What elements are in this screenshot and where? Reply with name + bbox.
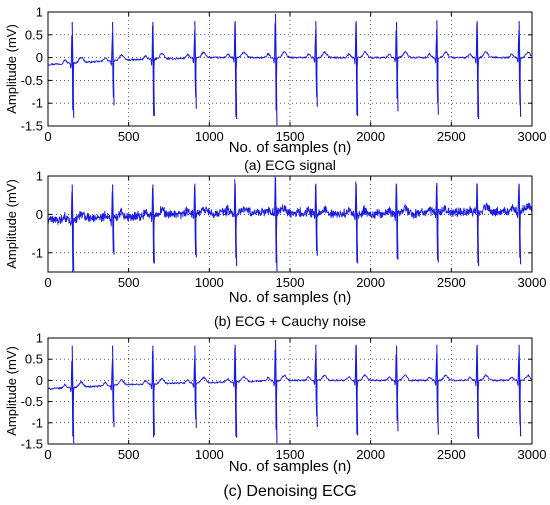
x-tick-label: 1500 (276, 129, 305, 144)
beat-spike-11 (476, 183, 480, 267)
beat-spike-6 (274, 177, 278, 272)
x-tick-label: 0 (44, 129, 51, 144)
x-axis-label: No. of samples (n) (229, 289, 352, 306)
y-tick-label: 0.5 (25, 352, 43, 367)
beat-spike-10 (436, 20, 439, 115)
beat-spike-8 (355, 183, 359, 264)
x-tick-label: 500 (118, 129, 140, 144)
x-tick-label: 1000 (195, 129, 224, 144)
y-axis-label: Amplitude (mV) (4, 346, 19, 436)
y-tick-label: -1 (31, 415, 43, 430)
x-tick-label: 0 (44, 447, 51, 462)
x-tick-label: 2000 (356, 447, 385, 462)
panel-caption: (b) ECG + Cauchy noise (214, 313, 366, 329)
beat-spike-8 (355, 344, 359, 436)
y-tick-label: 1 (36, 169, 43, 184)
beat-spike-2 (111, 184, 115, 255)
x-tick-label: 1000 (195, 275, 224, 290)
chart-panel-1: 0 500 1000 1500 2000 2500 3000 1 0.5 0 -0.5 -1 -1.5 N… (4, 5, 546, 174)
beat-spike-1 (71, 345, 75, 444)
beat-spike-7 (315, 344, 318, 428)
ecg-series-line (47, 22, 533, 118)
y-tick-label: 0 (36, 207, 43, 222)
beat-spike-2 (111, 22, 115, 106)
beat-spike-5 (234, 183, 238, 267)
beat-spike-12 (518, 183, 522, 265)
y-tick-label: -0.5 (21, 394, 43, 409)
beat-spike-9 (395, 345, 399, 432)
x-tick-label: 1000 (195, 447, 224, 462)
beat-spike-1 (71, 22, 75, 118)
beat-spike-5 (234, 344, 238, 438)
x-tick-label: 500 (118, 447, 140, 462)
y-tick-label: 1 (36, 331, 43, 346)
y-axis-label: Amplitude (mV) (4, 179, 19, 269)
panel-caption: (c) Denoising ECG (223, 483, 356, 500)
beat-spike-6 (274, 339, 278, 444)
x-axis-label: No. of samples (n) (229, 458, 352, 475)
y-tick-label: -1.5 (21, 119, 43, 134)
x-tick-label: 0 (44, 275, 51, 290)
beat-spike-3 (152, 345, 155, 436)
x-tick-label: 1500 (276, 447, 305, 462)
ecg-series-line (47, 346, 533, 438)
beat-spike-10 (436, 182, 439, 263)
y-tick-label: 0.5 (25, 27, 43, 42)
y-axis-label: Amplitude (mV) (4, 24, 19, 114)
beat-spike-6 (274, 13, 278, 126)
beat-spike-2 (111, 345, 115, 428)
beat-spike-10 (436, 344, 439, 435)
panel-caption: (a) ECG signal (244, 157, 336, 173)
x-axis-label: No. of samples (n) (229, 139, 352, 156)
beat-spike-4 (194, 345, 197, 428)
y-tick-label: -1 (31, 245, 43, 260)
y-tick-label: 1 (36, 5, 43, 20)
beat-spike-4 (194, 183, 197, 258)
ecg-series-line (47, 176, 533, 273)
beat-spike-7 (315, 183, 318, 256)
y-tick-label: -1.5 (21, 437, 43, 452)
beat-spike-8 (355, 21, 359, 116)
beat-spike-9 (395, 184, 399, 260)
x-tick-label: 3000 (518, 447, 547, 462)
beat-spike-9 (395, 22, 399, 112)
y-tick-label: -1 (31, 96, 43, 111)
beat-spike-12 (518, 21, 522, 117)
x-tick-label: 3000 (518, 275, 547, 290)
beat-spike-12 (518, 344, 522, 437)
beat-spike-11 (476, 344, 480, 439)
chart-panel-3: 0 500 1000 1500 2000 2500 3000 1 0.5 0 -0.5 -1 -1.5 N… (4, 331, 546, 501)
x-tick-label: 2500 (437, 447, 466, 462)
y-tick-label: 0 (36, 373, 43, 388)
y-tick-label: 0 (36, 50, 43, 65)
x-tick-label: 2500 (437, 129, 466, 144)
x-tick-label: 1500 (276, 275, 305, 290)
beat-spike-1 (71, 184, 75, 272)
x-tick-label: 2000 (356, 275, 385, 290)
beat-spike-5 (234, 21, 238, 120)
beat-spike-4 (194, 21, 197, 109)
beat-spike-3 (152, 184, 155, 264)
x-tick-label: 2500 (437, 275, 466, 290)
beat-spike-7 (315, 21, 318, 107)
beat-spike-3 (152, 22, 155, 116)
x-tick-label: 500 (118, 275, 140, 290)
x-tick-label: 3000 (518, 129, 547, 144)
y-tick-label: -0.5 (21, 73, 43, 88)
x-tick-label: 2000 (356, 129, 385, 144)
beat-spike-11 (476, 21, 480, 120)
